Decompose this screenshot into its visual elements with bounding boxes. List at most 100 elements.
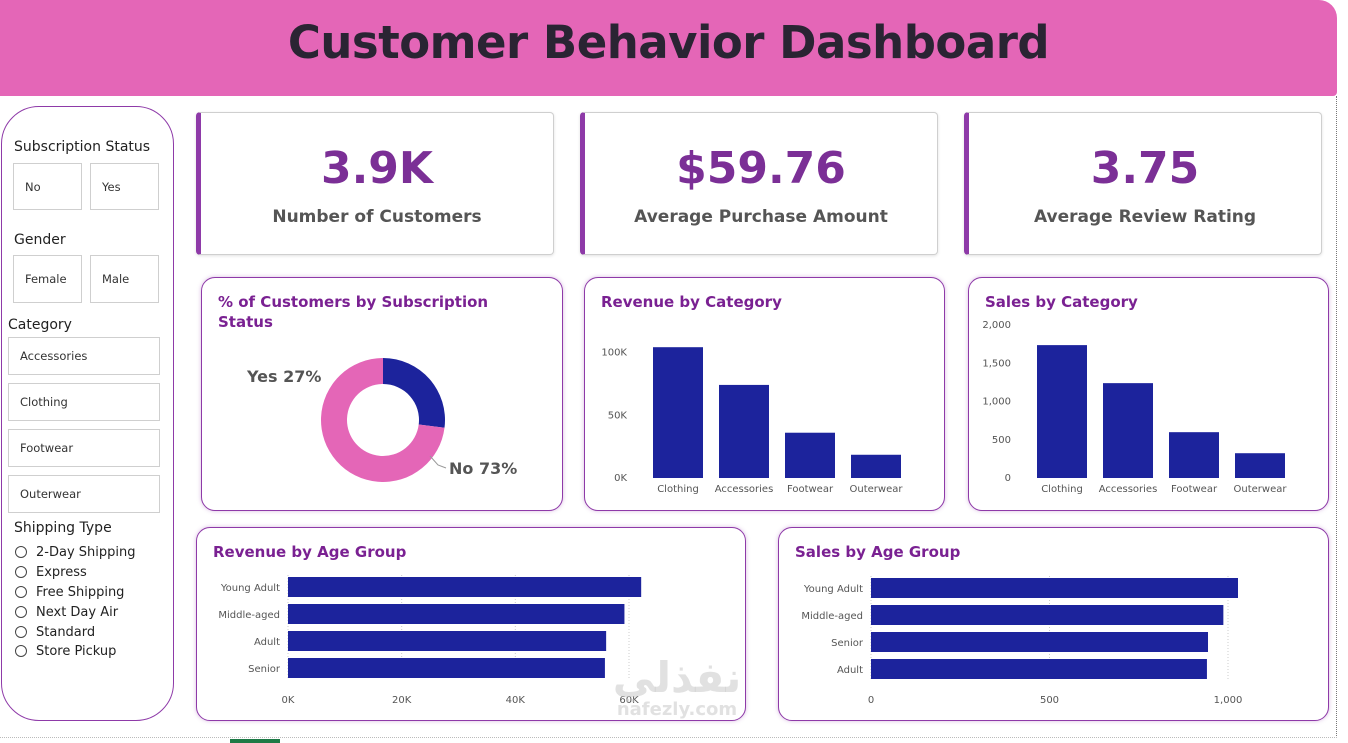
radio-2-day-shipping[interactable]: 2-Day Shipping: [15, 543, 135, 561]
chart-card-revenue-by-category[interactable]: Revenue by Category 0K 50K 100K Clothing Acc…: [584, 277, 945, 511]
chart-card-sales-by-age[interactable]: Sales by Age Group 0 500 1,000 Young Adult M…: [778, 527, 1329, 721]
watermark-logo: نفذلي nafezly.com: [592, 656, 762, 736]
slicer-category-outerwear[interactable]: Outerwear: [8, 475, 160, 513]
shipping-slicer-title: Shipping Type: [14, 520, 112, 536]
x-tick-label: Outerwear: [850, 484, 904, 495]
hbar-senior: [871, 632, 1209, 652]
hbar-middle-aged: [871, 605, 1224, 625]
y-tick-label: Middle-aged: [801, 611, 863, 622]
hbar-senior: [288, 658, 605, 678]
kpi-value: 3.75: [1090, 143, 1200, 194]
bar-chart: 0K 50K 100K Clothing Accessories Footwear Oute…: [601, 347, 904, 495]
filter-sidebar: Subscription Status No Yes Gender Female…: [1, 106, 174, 721]
radio-next-day-air[interactable]: Next Day Air: [15, 603, 118, 621]
page-tab-indicator[interactable]: [230, 739, 280, 743]
x-tick-label: 40K: [506, 695, 526, 706]
category-slicer-title: Category: [8, 317, 72, 333]
bar-accessories: [719, 384, 769, 478]
x-tick-label: 1,000: [1214, 695, 1243, 706]
chart-card-subscription-donut[interactable]: % of Customers by Subscription Status Ye…: [201, 277, 563, 511]
radio-circle-icon[interactable]: [15, 566, 27, 578]
radio-label: 2-Day Shipping: [36, 544, 136, 560]
chart-title: Revenue by Age Group: [213, 543, 407, 561]
radio-free-shipping[interactable]: Free Shipping: [15, 583, 124, 601]
x-tick-label: Footwear: [1171, 484, 1218, 495]
bar-accessories: [1103, 383, 1153, 478]
y-tick-label: 1,000: [982, 397, 1011, 408]
slicer-subscription-yes[interactable]: Yes: [90, 163, 159, 210]
y-tick-label: 2,000: [982, 320, 1011, 331]
y-tick-label: Senior: [831, 638, 864, 649]
slicer-category-accessories[interactable]: Accessories: [8, 337, 160, 375]
hbar-young-adult: [871, 578, 1238, 598]
gender-slicer-title: Gender: [14, 232, 66, 248]
y-tick-label: Senior: [248, 664, 281, 675]
hbar-young-adult: [288, 577, 642, 597]
kpi-value: $59.76: [676, 143, 846, 194]
x-tick-label: Footwear: [787, 484, 834, 495]
header-banner: Customer Behavior Dashboard: [0, 0, 1337, 96]
watermark-text: نفذلي: [612, 653, 742, 702]
donut-chart: Yes 27% No 73%: [246, 358, 517, 482]
hbar-adult: [288, 631, 607, 651]
chart-card-revenue-by-age[interactable]: Revenue by Age Group 0K 20K 40K 60K Young Ad…: [196, 527, 746, 721]
radio-circle-icon[interactable]: [15, 645, 27, 657]
hbar-chart: 0K 20K 40K 60K Young Adult Middle-aged Adult Se…: [218, 575, 642, 706]
data-label-yes: Yes 27%: [246, 367, 321, 386]
donut-slice-yes: [383, 358, 445, 428]
radio-circle-icon[interactable]: [15, 586, 27, 598]
chart-title: Sales by Category: [985, 293, 1138, 311]
slicer-category-footwear[interactable]: Footwear: [8, 429, 160, 467]
page-title: Customer Behavior Dashboard: [287, 16, 1050, 69]
bar-footwear: [1169, 432, 1219, 478]
kpi-card-avg-purchase: $59.76 Average Purchase Amount: [580, 112, 938, 255]
slicer-subscription-no[interactable]: No: [13, 163, 82, 210]
x-tick-label: Accessories: [715, 484, 774, 495]
radio-circle-icon[interactable]: [15, 546, 27, 558]
x-tick-label: Accessories: [1099, 484, 1158, 495]
x-tick-label: 20K: [392, 695, 412, 706]
radio-label: Express: [36, 564, 87, 580]
radio-label: Next Day Air: [36, 604, 119, 620]
x-tick-label: Outerwear: [1234, 484, 1288, 495]
y-tick-label: Adult: [837, 665, 863, 676]
y-tick-label: Young Adult: [220, 583, 280, 594]
canvas-edge-right: [1336, 96, 1337, 736]
chart-title: Revenue by Category: [601, 293, 782, 311]
x-tick-label: 60K: [619, 695, 639, 706]
kpi-card-customers: 3.9K Number of Customers: [196, 112, 554, 255]
y-tick-label: Young Adult: [803, 584, 863, 595]
x-tick-label: Clothing: [1041, 484, 1083, 495]
hbar-middle-aged: [288, 604, 625, 624]
kpi-value: 3.9K: [320, 143, 434, 194]
x-tick-label: 500: [1040, 695, 1059, 706]
bar-outerwear: [1235, 453, 1285, 478]
x-tick-label: Clothing: [657, 484, 699, 495]
slicer-gender-female[interactable]: Female: [13, 255, 82, 303]
x-tick-label: 0K: [282, 695, 295, 706]
bar-chart: 0 500 1,000 1,500 2,000 Clothing Accessories Fo…: [982, 320, 1288, 495]
kpi-label: Average Purchase Amount: [634, 207, 888, 227]
radio-label: Free Shipping: [36, 584, 125, 600]
y-tick-label: 0: [1005, 473, 1011, 484]
bar-outerwear: [851, 454, 901, 478]
bar-clothing: [653, 347, 703, 478]
y-tick-label: 500: [992, 435, 1011, 446]
radio-standard[interactable]: Standard: [15, 623, 95, 641]
y-tick-label: Adult: [254, 637, 280, 648]
subscription-slicer-title: Subscription Status: [14, 139, 151, 155]
hbar-chart: 0 500 1,000 Young Adult Middle-aged Senior Adu…: [801, 576, 1243, 706]
radio-express[interactable]: Express: [15, 563, 87, 581]
radio-circle-icon[interactable]: [15, 606, 27, 618]
slicer-gender-male[interactable]: Male: [90, 255, 159, 303]
kpi-label: Average Review Rating: [1033, 207, 1257, 227]
radio-store-pickup[interactable]: Store Pickup: [15, 642, 116, 660]
radio-circle-icon[interactable]: [15, 626, 27, 638]
x-tick-label: 0: [868, 695, 874, 706]
radio-label: Standard: [36, 624, 96, 640]
slicer-category-clothing[interactable]: Clothing: [8, 383, 160, 421]
bar-footwear: [785, 432, 835, 478]
chart-card-sales-by-category[interactable]: Sales by Category 0 500 1,000 1,500 2,000 Clo…: [968, 277, 1329, 511]
bar-clothing: [1037, 345, 1087, 478]
